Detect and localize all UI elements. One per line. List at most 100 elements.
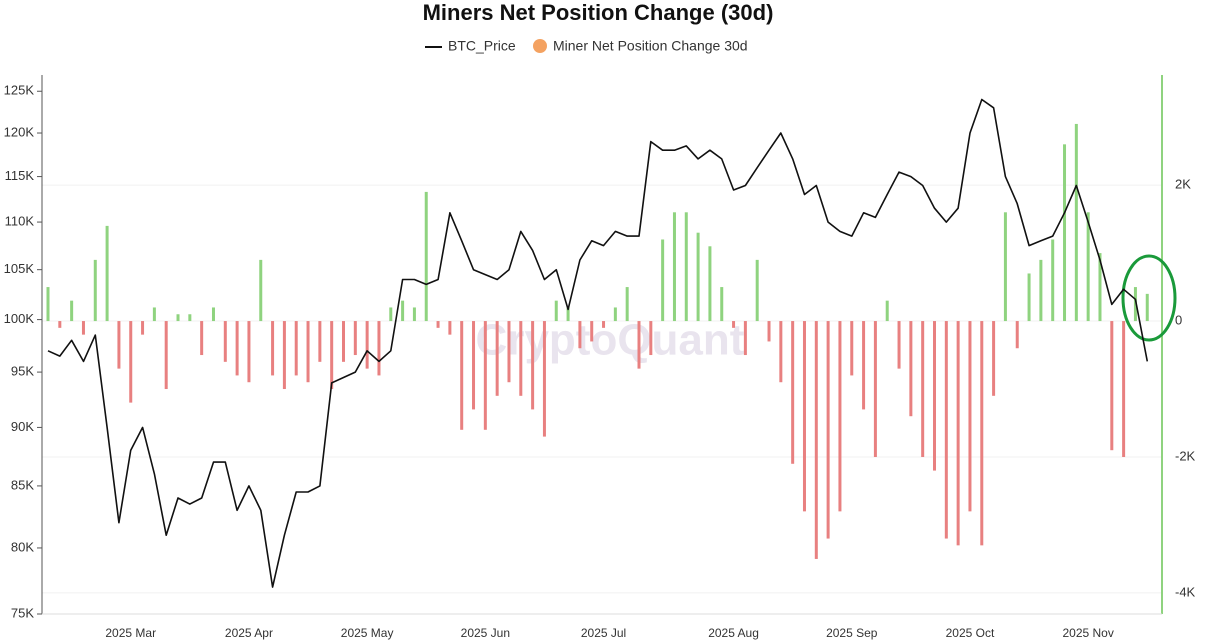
bar [1027,273,1031,322]
bar [1098,253,1102,322]
bar [602,321,606,328]
bar [318,321,322,362]
x-tick-label: 2025 Jul [581,626,626,640]
bar [743,321,747,356]
y2-tick-label: 2K [1175,177,1191,192]
legend-label: Miner Net Position Change 30d [553,38,748,54]
bar [259,259,263,322]
bar [1145,293,1149,322]
bar [921,321,925,457]
y2-tick-label: -2K [1175,448,1196,463]
bar [649,321,653,356]
bar [684,212,688,322]
bar [129,321,133,403]
x-tick-label: 2025 Jun [461,626,510,640]
bar [933,321,936,471]
y-tick-label: 120K [4,124,35,139]
bar [1015,321,1019,349]
bar [152,307,156,322]
x-tick-label: 2025 Apr [225,626,273,640]
bar [1110,321,1114,451]
bar [200,321,204,356]
x-tick-label: 2025 May [341,626,394,640]
bar [554,300,558,322]
bar [141,321,145,335]
bar [956,321,960,546]
bar [992,321,996,396]
legend-dot-icon [533,39,547,53]
bar [590,321,594,342]
y-tick-label: 90K [11,419,34,434]
y2-tick-label: -4K [1175,584,1196,599]
bar [696,232,700,322]
bar [826,321,830,539]
bar [519,321,523,396]
bar [401,300,405,322]
bar [1003,212,1007,322]
bar [838,321,842,512]
bar [424,191,428,322]
bar [755,259,759,322]
bar [448,321,452,335]
bar [412,307,416,322]
bar [1039,259,1043,322]
y-tick-label: 85K [11,477,34,492]
bar [188,314,192,322]
bar [58,321,62,328]
x-tick-label: 2025 Sep [826,626,878,640]
legend-label: BTC_Price [448,38,516,54]
y2-tick-label: 0 [1175,312,1182,327]
y-tick-label: 115K [5,168,35,183]
bar [885,300,889,322]
y-tick-label: 75K [11,605,34,620]
chart-title: Miners Net Position Change (30d) [423,0,774,25]
bar [377,321,381,376]
bar [672,212,676,322]
bar [389,307,393,322]
bar [542,321,546,437]
legend: BTC_Price Miner Net Position Change 30d [425,38,748,54]
bar [625,287,629,322]
bar [1133,287,1137,322]
x-tick-label: 2025 Aug [708,626,759,640]
bar [81,321,85,335]
bar [720,287,724,322]
bar [483,321,487,430]
bar [93,259,97,322]
bar [330,321,334,390]
bar [779,321,783,383]
bar [1086,212,1090,322]
bar [708,246,712,322]
bar [732,321,736,328]
y-tick-label: 125K [4,83,35,98]
bar [531,321,535,410]
highlight-ellipse [1121,254,1177,342]
bar [294,321,298,376]
bar [472,321,476,410]
bar [909,321,913,417]
bar [566,307,570,322]
bar [637,321,641,369]
bar [247,321,251,383]
bar [117,321,121,369]
bar [460,321,464,430]
bar [661,239,665,322]
bar [1122,321,1126,457]
bar [223,321,227,362]
bar [980,321,984,546]
x-tick-label: 2025 Mar [105,626,156,640]
bar [862,321,866,410]
bar [1074,123,1078,322]
bar [164,321,168,390]
price-line [47,98,1149,588]
bar [767,321,771,342]
y-tick-label: 105K [4,261,35,276]
bar [897,321,901,369]
bar [70,300,74,322]
bar [578,321,582,349]
bar [850,321,854,376]
x-tick-label: 2025 Nov [1062,626,1113,640]
bar [873,321,877,457]
bar [365,321,369,369]
